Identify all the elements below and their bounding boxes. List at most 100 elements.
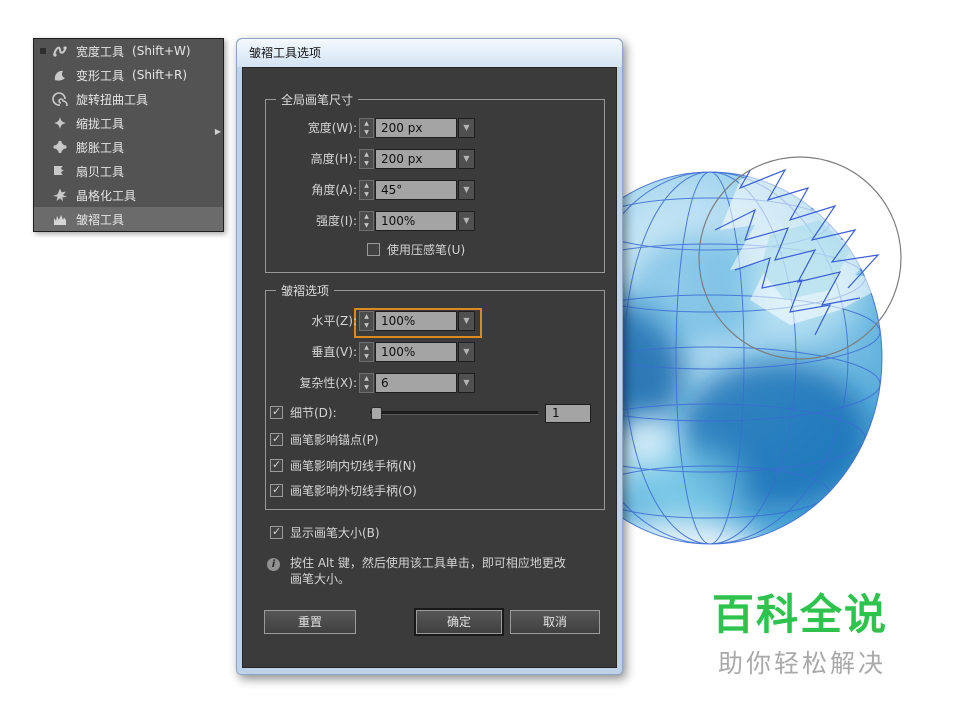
spin-down-icon[interactable]: ▼ bbox=[364, 129, 369, 136]
horizontal-label: 水平(Z): bbox=[311, 314, 357, 328]
watermark-subtitle: 助你轻松解决 bbox=[718, 649, 887, 679]
tool-item-label: 扇贝工具 bbox=[76, 164, 125, 179]
twirl-tool-icon bbox=[52, 92, 68, 106]
warp-tool-icon bbox=[54, 70, 65, 81]
width-label: 宽度(W): bbox=[307, 121, 357, 135]
wrinkle-options-groupbox: 皱褶选项 bbox=[265, 282, 605, 510]
spin-up-icon[interactable]: ▲ bbox=[364, 120, 369, 127]
spin-up-icon[interactable]: ▲ bbox=[364, 151, 369, 158]
detail-value-field[interactable]: 1 bbox=[545, 404, 591, 423]
flyout-arrow-icon: ▶ bbox=[214, 127, 221, 136]
angle-field[interactable]: 45° bbox=[375, 180, 457, 200]
intensity-field[interactable]: 100% bbox=[375, 211, 457, 231]
horizontal-field[interactable]: 100% bbox=[375, 311, 457, 331]
in-tangent-checkbox[interactable] bbox=[270, 458, 283, 472]
height-field[interactable]: 200 px bbox=[375, 149, 457, 169]
width-tool-icon bbox=[53, 46, 67, 57]
info-icon: i bbox=[267, 558, 280, 571]
spin-up-icon[interactable]: ▲ bbox=[364, 182, 369, 189]
show-brush-size-label: 显示画笔大小(B) bbox=[290, 526, 380, 540]
pressure-pen-label: 使用压感笔(U) bbox=[387, 243, 466, 257]
tool-item-shortcut: (Shift+R) bbox=[132, 68, 188, 82]
spin-up-icon[interactable]: ▲ bbox=[364, 375, 369, 382]
current-tool-marker-icon bbox=[40, 48, 46, 54]
vertical-field[interactable]: 100% bbox=[375, 342, 457, 362]
horizontal-dropdown-icon[interactable]: ▼ bbox=[458, 311, 475, 331]
vertical-dropdown-icon[interactable]: ▼ bbox=[458, 342, 475, 362]
bloat-tool-icon bbox=[53, 140, 67, 154]
angle-dropdown-icon[interactable]: ▼ bbox=[458, 180, 475, 200]
spin-up-icon[interactable]: ▲ bbox=[364, 313, 369, 320]
show-brush-size-checkbox[interactable] bbox=[270, 525, 283, 539]
tool-item-label: 膨胀工具 bbox=[76, 140, 125, 155]
global-brush-legend: 全局画笔尺寸 bbox=[276, 91, 359, 108]
tool-item-label: 缩拢工具 bbox=[76, 116, 125, 131]
tool-item-label: 晶格化工具 bbox=[76, 188, 137, 203]
crystallize-tool-icon bbox=[53, 188, 67, 202]
scallop-tool-icon bbox=[54, 166, 64, 175]
spin-down-icon[interactable]: ▼ bbox=[364, 160, 369, 167]
in-tangent-label: 画笔影响内切线手柄(N) bbox=[290, 459, 417, 473]
width-spinner: ▲ ▼ bbox=[359, 118, 374, 138]
tool-item-pucker[interactable]: 缩拢工具 bbox=[34, 111, 223, 135]
tool-item-bloat[interactable]: 膨胀工具 bbox=[34, 135, 223, 159]
spin-down-icon[interactable]: ▼ bbox=[364, 222, 369, 229]
info-text-line1: 按住 Alt 键，然后使用该工具单击，即可相应地更改 bbox=[290, 556, 566, 570]
intensity-spinner: ▲ ▼ bbox=[359, 211, 374, 231]
anchor-points-checkbox[interactable] bbox=[270, 432, 283, 446]
spin-down-icon[interactable]: ▼ bbox=[364, 353, 369, 360]
reset-button[interactable]: 重置 bbox=[264, 610, 356, 634]
watermark: 百科全说 助你轻松解决 bbox=[712, 590, 889, 680]
complexity-dropdown-icon[interactable]: ▼ bbox=[458, 373, 475, 393]
tool-item-label: 旋转扭曲工具 bbox=[76, 92, 149, 107]
tool-item-label: 宽度工具 bbox=[76, 44, 125, 59]
tool-item-width[interactable]: 宽度工具 (Shift+W) bbox=[34, 39, 223, 63]
cancel-button[interactable]: 取消 bbox=[510, 610, 600, 634]
out-tangent-checkbox[interactable] bbox=[270, 483, 283, 497]
vertical-label: 垂直(V): bbox=[311, 345, 357, 359]
intensity-dropdown-icon[interactable]: ▼ bbox=[458, 211, 475, 231]
pressure-pen-checkbox[interactable] bbox=[367, 243, 380, 256]
wrinkle-options-legend: 皱褶选项 bbox=[276, 282, 335, 299]
dialog-content: 全局画笔尺寸 宽度(W): ▲ ▼ 200 px ▼ 高度(H): ▲ ▼ 20… bbox=[242, 67, 617, 668]
watermark-title: 百科全说 bbox=[712, 590, 889, 639]
global-brush-groupbox: 全局画笔尺寸 bbox=[265, 91, 605, 273]
liquify-tools-flyout: 宽度工具 (Shift+W) 变形工具 (Shift+R) 旋转扭曲工具 缩拢工… bbox=[33, 38, 224, 232]
tool-item-warp[interactable]: 变形工具 (Shift+R) bbox=[34, 63, 223, 87]
angle-label: 角度(A): bbox=[311, 183, 357, 197]
height-spinner: ▲ ▼ bbox=[359, 149, 374, 169]
intensity-label: 强度(I): bbox=[316, 214, 357, 228]
spin-down-icon[interactable]: ▼ bbox=[364, 322, 369, 329]
spin-down-icon[interactable]: ▼ bbox=[364, 191, 369, 198]
dialog-titlebar[interactable]: 皱褶工具选项 bbox=[237, 39, 622, 67]
angle-spinner: ▲ ▼ bbox=[359, 180, 374, 200]
detail-checkbox[interactable] bbox=[270, 405, 283, 419]
detail-slider-thumb[interactable] bbox=[371, 407, 382, 420]
detail-slider-track[interactable] bbox=[370, 411, 538, 415]
tool-item-wrinkle[interactable]: 皱褶工具 bbox=[34, 207, 223, 231]
detail-label: 细节(D): bbox=[290, 406, 337, 420]
height-label: 高度(H): bbox=[310, 152, 357, 166]
anchor-points-label: 画笔影响锚点(P) bbox=[290, 433, 379, 447]
height-dropdown-icon[interactable]: ▼ bbox=[458, 149, 475, 169]
info-text-line2: 画笔大小。 bbox=[290, 572, 351, 586]
tool-item-scallop[interactable]: 扇贝工具 bbox=[34, 159, 223, 183]
complexity-field[interactable]: 6 bbox=[375, 373, 457, 393]
spin-up-icon[interactable]: ▲ bbox=[364, 344, 369, 351]
width-field[interactable]: 200 px bbox=[375, 118, 457, 138]
dialog-title: 皱褶工具选项 bbox=[249, 46, 322, 60]
vertical-spinner: ▲ ▼ bbox=[359, 342, 374, 362]
complexity-spinner: ▲ ▼ bbox=[359, 373, 374, 393]
pucker-tool-icon bbox=[54, 117, 66, 129]
tool-item-twirl[interactable]: 旋转扭曲工具 bbox=[34, 87, 223, 111]
tool-item-crystallize[interactable]: 晶格化工具 bbox=[34, 183, 223, 207]
spin-up-icon[interactable]: ▲ bbox=[364, 213, 369, 220]
ok-button[interactable]: 确定 bbox=[416, 610, 502, 634]
complexity-label: 复杂性(X): bbox=[299, 376, 357, 390]
tool-item-label: 变形工具 bbox=[76, 68, 125, 83]
wrinkle-tool-icon bbox=[54, 215, 66, 225]
tool-item-shortcut: (Shift+W) bbox=[132, 44, 191, 58]
width-dropdown-icon[interactable]: ▼ bbox=[458, 118, 475, 138]
tool-item-label: 皱褶工具 bbox=[76, 212, 125, 227]
spin-down-icon[interactable]: ▼ bbox=[364, 384, 369, 391]
